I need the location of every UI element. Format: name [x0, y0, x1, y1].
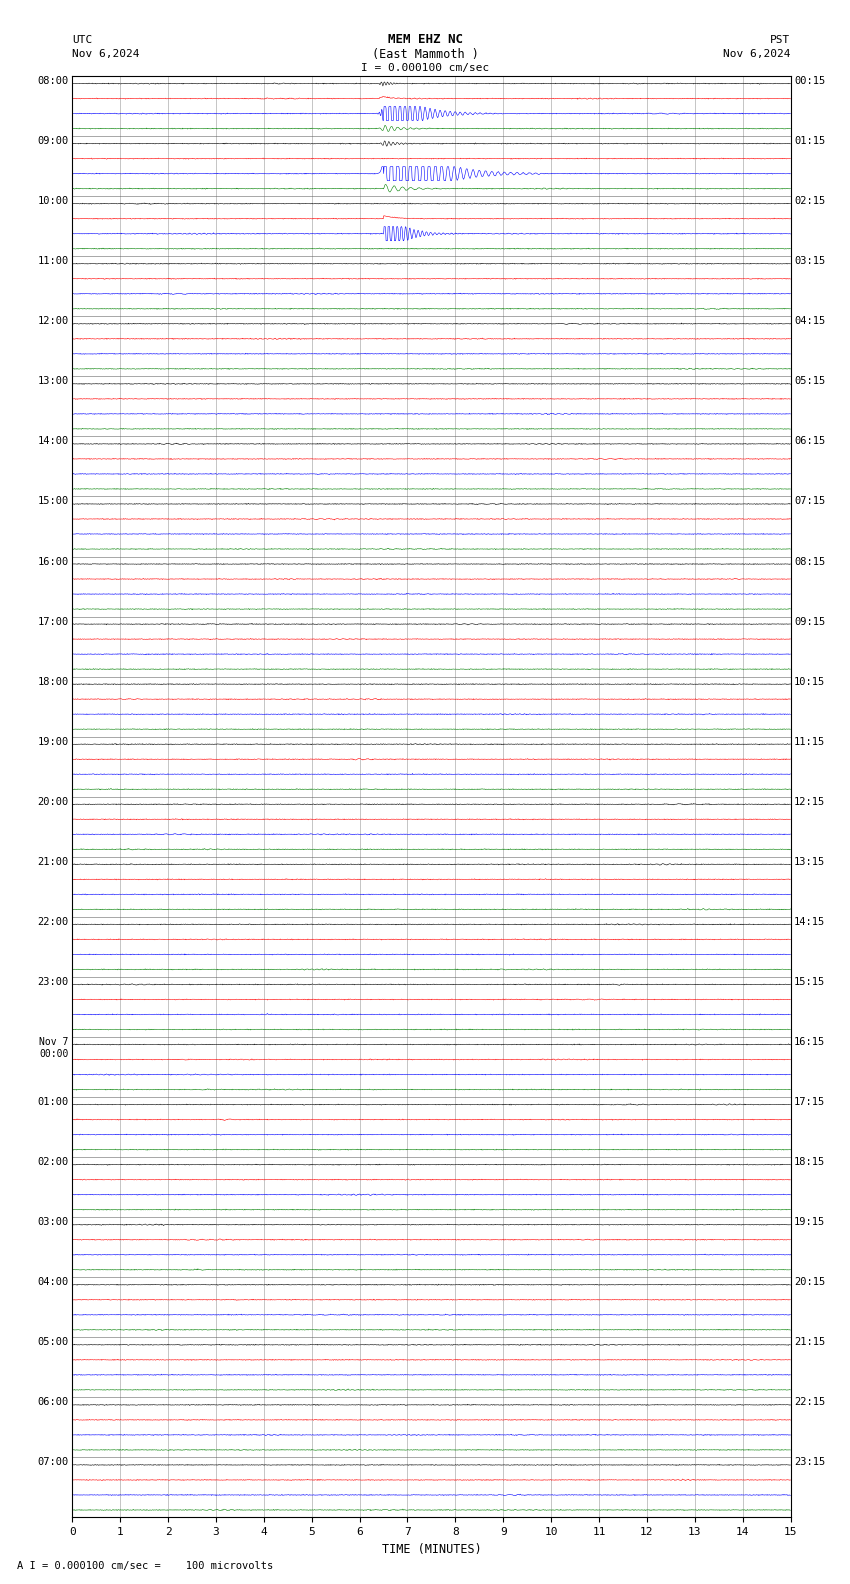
Text: 11:00: 11:00 [37, 257, 69, 266]
Text: 19:15: 19:15 [794, 1217, 825, 1228]
Text: 16:15: 16:15 [794, 1038, 825, 1047]
Text: 12:00: 12:00 [37, 317, 69, 326]
Text: Nov 6,2024: Nov 6,2024 [723, 49, 791, 59]
Text: 07:15: 07:15 [794, 496, 825, 507]
Text: (East Mammoth ): (East Mammoth ) [371, 48, 479, 60]
Text: 16:00: 16:00 [37, 556, 69, 567]
Text: 06:15: 06:15 [794, 436, 825, 447]
Text: 08:00: 08:00 [37, 76, 69, 86]
Text: A I = 0.000100 cm/sec =    100 microvolts: A I = 0.000100 cm/sec = 100 microvolts [17, 1562, 273, 1571]
Text: 10:15: 10:15 [794, 676, 825, 686]
X-axis label: TIME (MINUTES): TIME (MINUTES) [382, 1543, 481, 1555]
Text: 04:00: 04:00 [37, 1277, 69, 1288]
Text: 23:00: 23:00 [37, 977, 69, 987]
Text: 03:15: 03:15 [794, 257, 825, 266]
Text: 15:15: 15:15 [794, 977, 825, 987]
Text: 05:15: 05:15 [794, 377, 825, 386]
Text: Nov 7
00:00: Nov 7 00:00 [39, 1038, 69, 1058]
Text: Nov 6,2024: Nov 6,2024 [72, 49, 139, 59]
Text: 23:15: 23:15 [794, 1457, 825, 1467]
Text: 07:00: 07:00 [37, 1457, 69, 1467]
Text: UTC: UTC [72, 35, 93, 44]
Text: 10:00: 10:00 [37, 196, 69, 206]
Text: 19:00: 19:00 [37, 737, 69, 746]
Text: I = 0.000100 cm/sec: I = 0.000100 cm/sec [361, 63, 489, 73]
Text: 06:00: 06:00 [37, 1397, 69, 1407]
Text: 01:15: 01:15 [794, 136, 825, 146]
Text: 08:15: 08:15 [794, 556, 825, 567]
Text: 01:00: 01:00 [37, 1098, 69, 1107]
Text: 09:00: 09:00 [37, 136, 69, 146]
Text: 21:15: 21:15 [794, 1337, 825, 1348]
Text: 18:00: 18:00 [37, 676, 69, 686]
Text: 15:00: 15:00 [37, 496, 69, 507]
Text: 09:15: 09:15 [794, 616, 825, 627]
Text: 20:00: 20:00 [37, 797, 69, 806]
Text: 12:15: 12:15 [794, 797, 825, 806]
Text: 14:15: 14:15 [794, 917, 825, 927]
Text: 13:15: 13:15 [794, 857, 825, 866]
Text: 03:00: 03:00 [37, 1217, 69, 1228]
Text: 00:15: 00:15 [794, 76, 825, 86]
Text: 17:15: 17:15 [794, 1098, 825, 1107]
Text: 11:15: 11:15 [794, 737, 825, 746]
Text: 22:00: 22:00 [37, 917, 69, 927]
Text: 13:00: 13:00 [37, 377, 69, 386]
Text: 22:15: 22:15 [794, 1397, 825, 1407]
Text: 05:00: 05:00 [37, 1337, 69, 1348]
Text: 21:00: 21:00 [37, 857, 69, 866]
Text: 02:15: 02:15 [794, 196, 825, 206]
Text: PST: PST [770, 35, 790, 44]
Text: 20:15: 20:15 [794, 1277, 825, 1288]
Text: 02:00: 02:00 [37, 1156, 69, 1167]
Text: 04:15: 04:15 [794, 317, 825, 326]
Text: MEM EHZ NC: MEM EHZ NC [388, 33, 462, 46]
Text: 18:15: 18:15 [794, 1156, 825, 1167]
Text: 17:00: 17:00 [37, 616, 69, 627]
Text: 14:00: 14:00 [37, 436, 69, 447]
